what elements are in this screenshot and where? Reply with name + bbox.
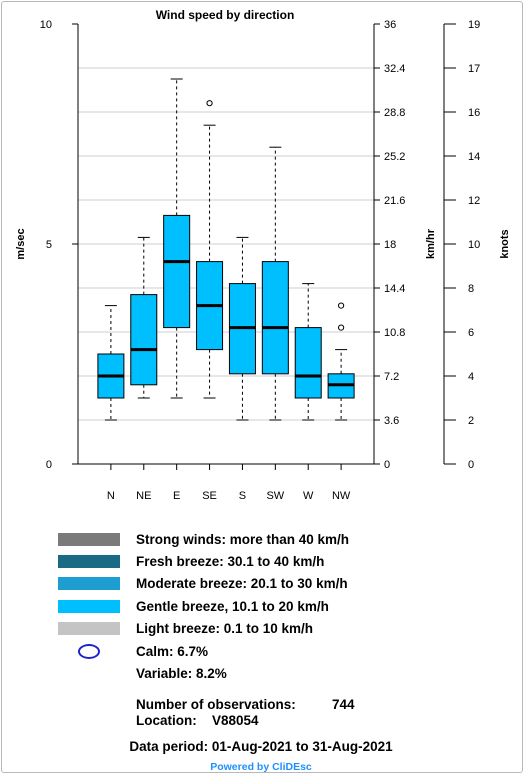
x-tick-label: SE (202, 490, 217, 502)
legend-label: Light breeze: 0.1 to 10 km/h (136, 621, 314, 637)
legend: Strong winds: more than 40 km/h Fresh br… (58, 528, 498, 685)
box-E (163, 78, 191, 399)
knots-tick-label: 0 (468, 459, 474, 471)
x-tick-label: N (107, 490, 115, 502)
legend-item-light-breeze: Light breeze: 0.1 to 10 km/h (58, 618, 498, 640)
kmh-tick-label: 7.2 (384, 371, 399, 383)
observations-row: Number of observations: 744 (136, 697, 355, 713)
legend-label: Strong winds: more than 40 km/h (136, 531, 350, 547)
calm-circle-icon (58, 641, 120, 661)
observations-label: Number of observations: (136, 697, 296, 712)
location-row: Location: V88054 (136, 713, 355, 729)
box-SE (196, 100, 224, 399)
iqr-box (163, 214, 191, 329)
outlier-point (206, 100, 213, 107)
kmh-tick-label: 10.8 (384, 327, 405, 339)
x-tick-label: E (173, 490, 180, 502)
knots-tick-label: 10 (468, 239, 480, 251)
knots-axis-title: knots (499, 229, 511, 258)
knots-tick-label: 2 (468, 415, 474, 427)
boxes (97, 78, 355, 421)
outlier-point (338, 324, 345, 331)
box-N (97, 305, 125, 421)
iqr-box (261, 261, 289, 375)
kmh-axis-title: km/hr (425, 228, 437, 259)
legend-swatch (58, 622, 120, 636)
knots-tick-label: 12 (468, 195, 480, 207)
observation-info: Number of observations: 744 Location: V8… (136, 697, 355, 729)
kmh-tick-label: 28.8 (384, 107, 405, 119)
x-tick-label: SW (266, 490, 284, 502)
legend-swatch (58, 532, 120, 546)
variable-label: Variable: 8.2% (136, 666, 227, 682)
x-tick-label: S (239, 490, 246, 502)
legend-item-fresh-breeze: Fresh breeze: 30.1 to 40 km/h (58, 550, 498, 572)
legend-label: Gentle breeze, 10.1 to 20 km/h (136, 598, 329, 614)
grid-lines (78, 67, 374, 421)
knots-tick-label: 8 (468, 283, 474, 295)
knots-tick-label: 17 (468, 63, 480, 75)
powered-by-link[interactable]: Powered by CliDEsc (210, 761, 312, 773)
box-NE (130, 236, 158, 399)
box-S (228, 236, 256, 421)
box-W (294, 283, 322, 421)
kmh-tick-label: 36 (384, 19, 396, 31)
outlier-point (338, 302, 345, 309)
y-tick-label: 5 (46, 239, 52, 251)
knots-tick-label: 19 (468, 19, 480, 31)
knots-tick-label: 14 (468, 151, 480, 163)
x-tick-label: NW (332, 490, 351, 502)
legend-swatch (58, 577, 120, 591)
data-period: Data period: 01-Aug-2021 to 31-Aug-2021 (129, 739, 393, 754)
legend-swatch (58, 599, 120, 613)
box-SW (261, 146, 289, 421)
wind-speed-boxplot: Wind speed by direction N NE E SE S SW W NW 0 5 10… (15, 8, 511, 502)
kmh-tick-label: 32.4 (384, 63, 405, 75)
location-label: Location: (136, 713, 197, 728)
observations-value: 744 (332, 697, 355, 712)
kmh-tick-label: 14.4 (384, 283, 405, 295)
y-tick-label: 10 (40, 19, 52, 31)
x-tick-label: NE (136, 490, 151, 502)
iqr-box (294, 327, 322, 399)
kmh-tick-label: 18 (384, 239, 396, 251)
legend-item-gentle-breeze: Gentle breeze, 10.1 to 20 km/h (58, 595, 498, 617)
legend-item-calm: Calm: 6.7% (58, 640, 498, 662)
legend-item-strong-winds: Strong winds: more than 40 km/h (58, 528, 498, 550)
knots-tick-label: 16 (468, 107, 480, 119)
knots-tick-label: 4 (468, 371, 474, 383)
kmh-tick-label: 3.6 (384, 415, 399, 427)
y-tick-label: 0 (46, 459, 52, 471)
box-NW (327, 302, 355, 421)
kmh-tick-label: 0 (384, 459, 390, 471)
chart-title: Wind speed by direction (156, 8, 295, 22)
kmh-tick-label: 25.2 (384, 151, 405, 163)
calm-label: Calm: 6.7% (136, 643, 209, 659)
axes: N NE E SE S SW W NW 0 5 10 0 3.6 7.2 10.8 14.4 18 21.6 25.… (40, 19, 481, 502)
iqr-box (130, 294, 158, 386)
kmh-tick-label: 21.6 (384, 195, 405, 207)
legend-item-moderate-breeze: Moderate breeze: 20.1 to 30 km/h (58, 573, 498, 595)
location-value: V88054 (212, 713, 259, 728)
legend-item-variable: Variable: 8.2% (58, 662, 498, 684)
left-axis-title: m/sec (15, 228, 27, 259)
legend-label: Moderate breeze: 20.1 to 30 km/h (136, 576, 348, 592)
x-tick-label: W (303, 490, 314, 502)
legend-label: Fresh breeze: 30.1 to 40 km/h (136, 554, 325, 570)
knots-tick-label: 6 (468, 327, 474, 339)
legend-swatch (58, 555, 120, 569)
